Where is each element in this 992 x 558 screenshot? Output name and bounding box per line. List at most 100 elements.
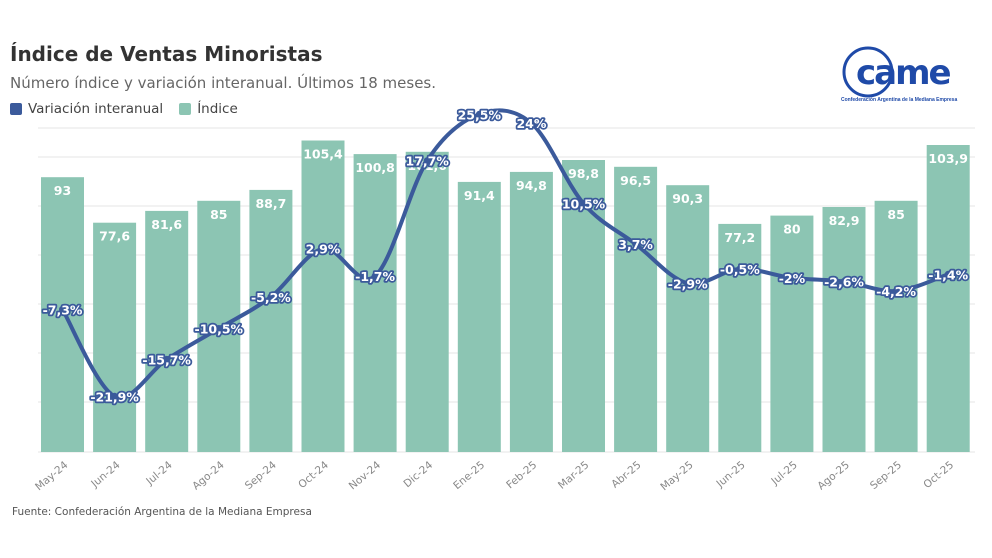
bar-labels: 93 77,6 81,6 85 88,7 105,4 100,8 101,6 91,4 94,8 9… [54,147,968,245]
svg-text:came: came [856,53,951,93]
bar [926,145,970,452]
bar-label: 77,6 [99,229,130,244]
line-variacion-interanual [60,108,951,400]
bar [562,160,605,452]
bar-label: 85 [210,207,227,222]
came-logo: came [842,46,953,98]
line-point [163,355,171,363]
bar-label: 100,8 [355,160,395,175]
line-point [840,278,848,285]
x-tick-label: Jul-24 [143,459,175,488]
bar [874,200,918,452]
line-point [423,157,431,165]
line-label: -10,5% [195,322,244,337]
line-point [267,293,275,301]
x-tick-label: Oct-25 [921,459,956,491]
bars [41,140,970,453]
line-label: 2,9% [306,242,341,257]
bar [249,189,293,452]
bar-label: 93 [54,183,71,198]
legend-label-line: Variación interanual [28,101,164,117]
line-point [736,265,744,273]
line-label: -1,4% [928,267,968,282]
bar [457,181,501,452]
bar [666,185,710,452]
line-point [59,305,66,313]
line-point [111,392,119,400]
line-point [580,200,587,207]
x-tick-label: Oct-24 [296,459,331,491]
line-point [475,110,483,118]
line-point [527,119,535,127]
line-point [684,279,692,287]
x-tick-label: Jun-25 [714,459,748,490]
x-axis-ticks: May-24 Jun-24 Jul-24 Ago-24 Sep-24 Oct-24 Nov-… [33,459,956,493]
line-point [892,287,900,295]
line-point [371,272,379,280]
x-tick-label: May-24 [33,459,71,493]
line-label: -0,5% [720,262,760,277]
bar-label: 81,6 [151,217,182,232]
grid-lines [38,127,975,453]
bar [41,177,84,452]
line-label: -2% [779,271,806,286]
line-label: -4,2% [876,284,916,299]
bar [614,166,658,453]
bar [353,154,397,452]
x-tick-label: Dic-24 [401,459,435,490]
line-label: -1,7% [355,269,395,284]
bar-label: 82,9 [829,213,860,228]
bar-label: 91,4 [464,188,495,203]
x-tick-label: Ago-25 [815,459,852,492]
bar-label: 94,8 [516,178,547,193]
bar-label: 85 [887,207,904,222]
line-point [944,270,952,278]
bar-label: 103,9 [928,151,968,166]
x-tick-label: Abr-25 [609,459,643,490]
bar-label: 96,5 [620,173,651,188]
bar [301,140,345,452]
line-label: -2,9% [668,276,708,291]
bar [822,207,866,452]
legend-label-bar: Índice [197,101,238,117]
line-label: 24% [516,116,546,131]
bar [93,222,137,452]
bar-label: 77,2 [724,230,755,245]
bar-label: 80 [783,222,801,237]
line-point [215,325,223,332]
x-tick-label: May-25 [658,459,695,493]
line-label: 10,5% [562,197,606,212]
legend-item-line[interactable]: Variación interanual [10,101,163,117]
line-label: 25,5% [458,107,502,122]
bar-label: 90,3 [672,191,703,206]
chart-subtitle: Número índice y variación interanual. Úl… [10,74,437,92]
line-label: -15,7% [142,352,191,367]
line-label: -21,9% [90,389,139,404]
x-tick-label: Ene-25 [451,459,487,492]
chart-title: Índice de Ventas Minoristas [10,42,323,66]
x-tick-label: Feb-25 [504,459,539,491]
bar-label: 105,4 [303,147,343,162]
bar-label: 98,8 [568,166,599,181]
legend-swatch-line [10,103,22,115]
line-point [632,240,640,248]
bar [770,215,814,452]
legend-swatch-bar [179,103,192,115]
x-tick-label: Jun-24 [88,459,122,491]
legend-item-bar[interactable]: Índice [179,101,238,117]
legend: Variación interanual Índice [10,101,254,117]
x-tick-label: Ago-24 [190,459,227,493]
line-labels: -7,3% -21,9% -15,7% -10,5% -5,2% 2,9% -1,7% 17,… [41,106,971,406]
line-label: 17,7% [406,154,450,169]
bar [405,151,449,453]
line-point [319,245,327,253]
line-label: -5,2% [251,290,291,305]
line-point [788,274,796,282]
logo-subtitle: Confederación Argentina de la Mediana Em… [841,97,958,103]
bar [509,171,553,452]
line-label: -7,3% [43,302,83,317]
bar-label: 88,7 [255,196,286,211]
bar-label: 101,6 [407,158,447,173]
x-tick-label: Jul-25 [768,459,799,488]
